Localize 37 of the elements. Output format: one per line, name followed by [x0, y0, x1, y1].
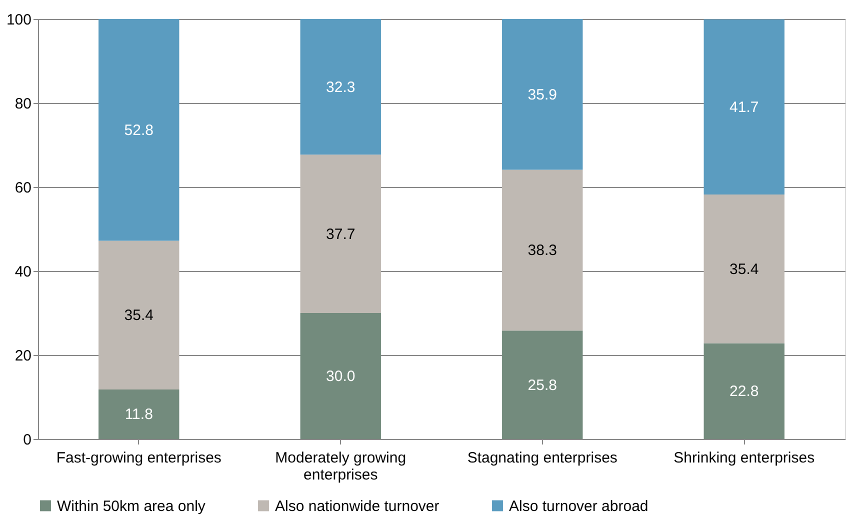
legend-label: Also nationwide turnover [275, 498, 440, 515]
x-tick-label: Shrinking enterprises [674, 450, 815, 466]
bar [98, 240, 180, 390]
legend-label: Also turnover abroad [509, 498, 648, 515]
bar [704, 194, 784, 344]
y-tick-label: 100 [6, 12, 32, 28]
bar [502, 19, 583, 170]
data-label: 35.4 [730, 260, 759, 278]
y-tick-label: 60 [14, 180, 32, 196]
bar [300, 19, 381, 155]
data-label: 38.3 [528, 242, 557, 260]
data-label: 41.7 [730, 98, 759, 116]
data-label: 32.3 [326, 78, 356, 96]
y-tick-label: 0 [23, 432, 32, 448]
bar [704, 19, 784, 195]
bar [300, 154, 381, 313]
data-label: 30.0 [326, 368, 356, 385]
bar [98, 389, 180, 439]
data-label: 35.9 [528, 86, 557, 104]
x-tick-label: Moderately growing enterprises [275, 450, 406, 484]
bar [502, 170, 583, 331]
data-label: 25.8 [528, 376, 557, 394]
data-label: 35.4 [124, 307, 154, 324]
data-label: 11.8 [124, 406, 153, 424]
data-label: 37.7 [326, 226, 356, 243]
y-tick-label: 20 [14, 348, 32, 364]
bar [98, 19, 180, 241]
x-tick-label: Stagnating enterprises [467, 450, 618, 466]
bar [704, 343, 784, 439]
data-label: 22.8 [730, 383, 759, 400]
y-tick-label: 40 [14, 264, 32, 280]
data-label: 52.8 [124, 122, 154, 139]
x-tick-label: Fast-growing enterprises [56, 450, 222, 466]
bar [502, 330, 583, 439]
bar [300, 313, 381, 439]
y-tick-label: 80 [14, 96, 32, 112]
legend-label: Within 50km area only [57, 498, 206, 515]
